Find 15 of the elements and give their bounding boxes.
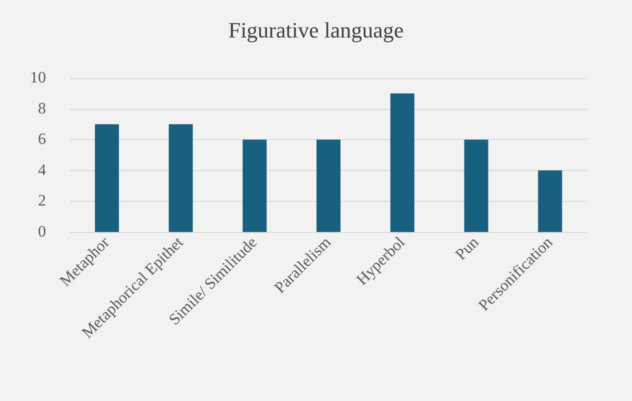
y-tick-label: 6 [38, 131, 46, 148]
y-tick-label: 4 [38, 162, 46, 179]
y-tick-label: 0 [38, 224, 46, 240]
y-tick-label: 8 [38, 100, 46, 118]
y-tick-label: 2 [38, 192, 46, 210]
bar [242, 140, 267, 232]
bar [94, 124, 119, 232]
x-tick-label: Pun [452, 234, 482, 264]
bar [168, 124, 193, 232]
bar [464, 140, 488, 232]
bar [316, 140, 340, 232]
chart-title: Figurative language [228, 18, 404, 42]
bar [390, 93, 414, 232]
bar [538, 170, 562, 232]
y-tick-label: 10 [30, 70, 46, 86]
